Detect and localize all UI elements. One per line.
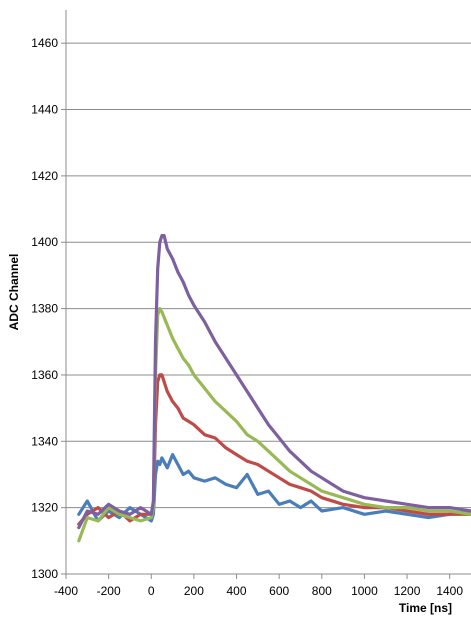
x-tick-label: 0 [148, 584, 155, 598]
axes [61, 10, 471, 579]
x-tick-label: 400 [227, 584, 247, 598]
gridlines [66, 42, 471, 509]
y-axis-title: ADC Channel [7, 254, 21, 331]
y-tick-label: 1360 [31, 368, 58, 382]
x-tick-label: -200 [97, 584, 121, 598]
y-tick-label: 1440 [31, 103, 58, 117]
y-tick-label: 1320 [31, 501, 58, 515]
x-tick-label: 1200 [394, 584, 421, 598]
y-tick-label: 1340 [31, 434, 58, 448]
series-line-2 [77, 373, 471, 526]
series-line-3 [77, 307, 471, 543]
series-line-4 [77, 234, 471, 530]
x-tick-label: -400 [54, 584, 78, 598]
x-tick-label: 600 [269, 584, 289, 598]
data-series [77, 234, 471, 543]
x-tick-label: 1400 [436, 584, 463, 598]
y-tick-label: 1460 [31, 36, 58, 50]
y-tick-label: 1420 [31, 169, 58, 183]
x-tick-label: 800 [312, 584, 332, 598]
y-tick-label: 1400 [31, 235, 58, 249]
y-tick-label: 1380 [31, 302, 58, 316]
x-axis-title: Time [ns] [399, 601, 452, 615]
tick-labels: 1300 1320 1340 1360 1380 1400 1420 1440 1460 -400… [31, 36, 463, 598]
x-tick-label: 1000 [351, 584, 378, 598]
y-tick-label: 1300 [31, 567, 58, 581]
x-tick-label: 200 [184, 584, 204, 598]
